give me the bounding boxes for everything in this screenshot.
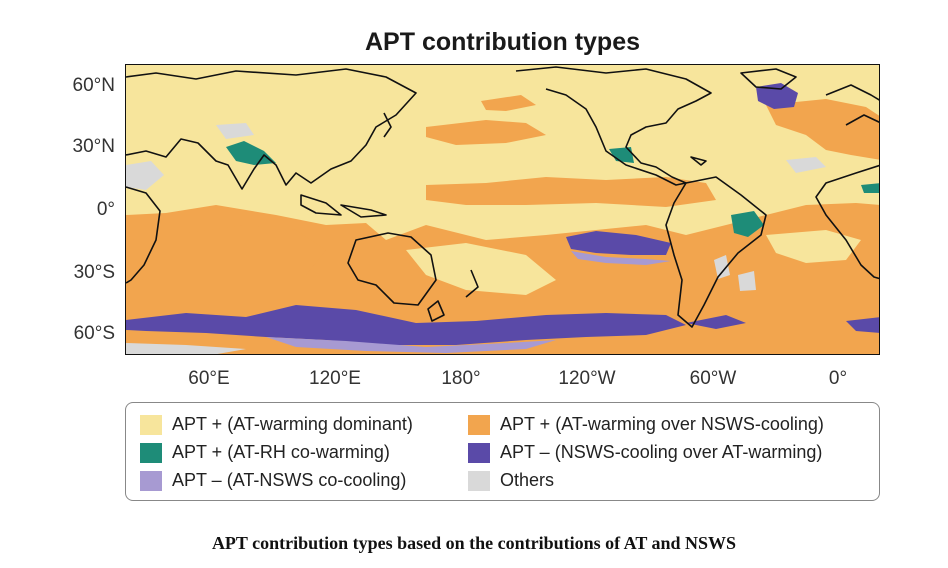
legend-label: APT – (NSWS-cooling over AT-warming) — [500, 442, 823, 462]
legend-item-nsws-over-warming: APT – (NSWS-cooling over AT-warming) — [468, 442, 822, 463]
region-others-antarctic — [126, 343, 246, 354]
region-others-atl — [786, 157, 826, 173]
lon-label-180: 180° — [441, 368, 481, 389]
region-others-andes — [714, 255, 730, 279]
legend-swatch — [468, 414, 490, 435]
lat-label-60s: 60°S — [73, 323, 115, 344]
legend-item-warming-dominant: APT + (AT-warming dominant) — [140, 414, 413, 435]
region-so-east-purple — [846, 317, 879, 333]
region-npac-orange — [426, 120, 546, 145]
legend-swatch — [140, 442, 162, 463]
legend: APT + (AT-warming dominant) APT + (AT-wa… — [125, 402, 880, 501]
region-atl-orange — [766, 99, 879, 160]
lat-label-eq: 0° — [96, 199, 115, 220]
legend-swatch — [468, 470, 490, 491]
region-drake-purple — [686, 315, 746, 329]
map-canvas — [126, 65, 879, 354]
region-south-atl-yellow — [766, 230, 861, 263]
lat-label-60n: 60°N — [72, 75, 115, 96]
lon-label-60e: 60°E — [188, 368, 230, 389]
legend-label: APT + (AT-warming over NSWS-cooling) — [500, 414, 824, 434]
region-eq-pacific-orange — [426, 177, 716, 207]
region-southern-ocean-lilac — [266, 337, 556, 353]
legend-label: APT + (AT-RH co-warming) — [172, 442, 390, 462]
map-title: APT contribution types — [365, 28, 640, 56]
region-teal-india — [226, 141, 276, 165]
legend-item-rh-cowarming: APT + (AT-RH co-warming) — [140, 442, 390, 463]
lat-label-30s: 30°S — [73, 262, 115, 283]
region-midlat-orange — [481, 95, 536, 111]
region-indian-orange — [126, 225, 326, 285]
legend-label: APT + (AT-warming dominant) — [172, 414, 413, 434]
region-southern-ocean-purple — [126, 305, 686, 345]
world-map — [125, 64, 880, 355]
region-spac-purple — [566, 231, 671, 255]
legend-swatch — [140, 470, 162, 491]
legend-item-co-cooling: APT – (AT-NSWS co-cooling) — [140, 470, 406, 491]
lon-label-120e: 120°E — [309, 368, 361, 389]
lon-label-0: 0° — [828, 368, 848, 389]
region-others-sahara — [126, 161, 164, 190]
lon-label-120w: 120°W — [558, 368, 616, 389]
region-others-sa — [738, 271, 756, 291]
region-teal-africa — [861, 183, 879, 193]
lat-label-30n: 30°N — [72, 136, 115, 157]
lon-label-60w: 60°W — [689, 368, 737, 389]
legend-swatch — [468, 442, 490, 463]
figure-caption: APT contribution types based on the cont… — [211, 533, 737, 553]
legend-label: APT – (AT-NSWS co-cooling) — [172, 470, 407, 490]
legend-item-warming-over-cooling: APT + (AT-warming over NSWS-cooling) — [468, 414, 824, 435]
region-south-pacific-yellow — [406, 243, 556, 295]
region-others-asia — [216, 123, 254, 139]
legend-item-others: Others — [468, 470, 554, 491]
legend-swatch — [140, 414, 162, 435]
region-teal-brazil — [731, 211, 764, 237]
legend-label: Others — [500, 470, 555, 490]
region-teal-mexico — [609, 147, 634, 163]
region-spac-lilac — [571, 251, 671, 265]
region-natl-purple — [756, 83, 798, 109]
coastlines — [126, 66, 879, 328]
